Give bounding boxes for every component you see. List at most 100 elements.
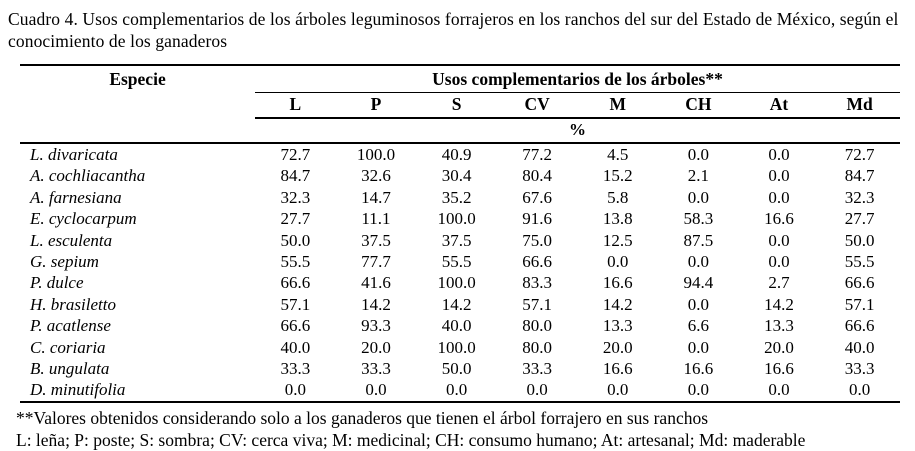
value-cell: 20.0 [764, 337, 794, 357]
value-cell: 66.6 [280, 273, 311, 293]
value-cell: 16.6 [764, 359, 794, 379]
value-cell: 13.3 [602, 316, 633, 336]
value-cell: 33.3 [280, 359, 311, 379]
value-cell: 72.7 [844, 145, 875, 164]
table-header: Especie Usos complementarios de los árbo… [20, 65, 900, 144]
value-cell: 55.5 [844, 252, 875, 272]
table-row: L. esculenta 50.0 37.5 37.5 75.0 12.5 87.5 0.0 5… [20, 230, 900, 251]
column-header-cv: CV [496, 92, 578, 119]
species-name: A. farnesiana [30, 187, 122, 207]
value-cell: 41.6 [361, 273, 391, 293]
table-row: P. acatlense 66.6 93.3 40.0 80.0 13.3 6.6 13.3 6… [20, 315, 900, 336]
value-cell: 83.3 [522, 273, 553, 293]
species-name: B. ungulata [30, 359, 110, 379]
footnote-values-note: **Valores obtenidos considerando solo a … [16, 407, 709, 428]
value-cell: 37.5 [441, 230, 472, 250]
column-header-ch: CH [658, 92, 739, 119]
value-cell: 80.4 [522, 166, 553, 186]
value-cell: 0.0 [687, 145, 710, 164]
value-cell: 16.6 [764, 209, 794, 229]
table-row: G. sepium 55.5 77.7 55.5 66.6 0.0 0.0 0.0 55.5 [20, 251, 900, 272]
column-header-m: M [577, 92, 659, 119]
value-cell: 40.9 [441, 145, 472, 164]
value-cell: 72.7 [280, 145, 311, 164]
value-cell: 50.0 [280, 230, 311, 250]
value-cell: 0.0 [849, 380, 871, 400]
value-cell: 0.0 [768, 230, 790, 250]
value-cell: 93.3 [361, 316, 391, 336]
column-header-p: P [335, 92, 417, 119]
uses-group-header: Usos complementarios de los árboles** [255, 65, 900, 93]
value-cell: 66.6 [844, 273, 875, 293]
table-row: C. coriaria 40.0 20.0 100.0 80.0 20.0 0.0 20.0 4… [20, 337, 900, 358]
value-cell: 14.2 [361, 294, 391, 314]
value-cell: 0.0 [768, 252, 790, 272]
value-cell: 100.0 [437, 273, 476, 293]
value-cell: 14.2 [764, 294, 794, 314]
value-cell: 66.6 [522, 252, 553, 272]
value-cell: 0.0 [687, 252, 710, 272]
value-cell: 94.4 [683, 273, 714, 293]
value-cell: 33.3 [361, 359, 391, 379]
value-cell: 0.0 [687, 294, 710, 314]
table-caption: Cuadro 4. Usos complementarios de los ár… [8, 9, 899, 51]
table-row: A. cochliacantha 84.7 32.6 30.4 80.4 15.2 2.1 0… [20, 165, 900, 186]
value-cell: 77.7 [361, 252, 391, 272]
column-header-md: Md [819, 92, 900, 119]
value-cell: 0.0 [768, 166, 790, 186]
value-cell: 0.0 [284, 380, 306, 400]
column-header-s: S [416, 92, 497, 119]
species-name: G. sepium [30, 252, 99, 272]
value-cell: 14.2 [602, 294, 633, 314]
value-cell: 57.1 [280, 294, 311, 314]
table-row: A. farnesiana 32.3 14.7 35.2 67.6 5.8 0.0 0.0 32… [20, 187, 900, 208]
value-cell: 0.0 [687, 337, 710, 357]
value-cell: 55.5 [441, 252, 472, 272]
value-cell: 0.0 [445, 380, 468, 400]
value-cell: 84.7 [280, 166, 311, 186]
value-cell: 32.3 [280, 187, 311, 207]
species-name: L. esculenta [30, 230, 113, 250]
species-name: L. divaricata [30, 145, 118, 164]
value-cell: 0.0 [607, 252, 629, 272]
table-row: E. cyclocarpum 27.7 11.1 100.0 91.6 13.8 58.3 1… [20, 208, 900, 229]
species-name: H. brasiletto [30, 294, 116, 314]
value-cell: 27.7 [280, 209, 311, 229]
table-row: H. brasiletto 57.1 14.2 14.2 57.1 14.2 0.0 14.2… [20, 294, 900, 315]
value-cell: 5.8 [607, 187, 629, 207]
value-cell: 40.0 [280, 337, 311, 357]
species-name: E. cyclocarpum [30, 209, 137, 229]
species-name: D. minutifolia [30, 380, 126, 400]
species-name: A. cochliacantha [30, 166, 146, 186]
column-header-at: At [738, 92, 820, 119]
table-row: D. minutifolia 0.0 0.0 0.0 0.0 0.0 0.0 0.0 0.0 [20, 379, 900, 401]
value-cell: 32.6 [361, 166, 391, 186]
value-cell: 27.7 [844, 209, 875, 229]
species-column-header: Especie [20, 65, 256, 144]
unit-row: % [20, 118, 900, 144]
value-cell: 33.3 [844, 359, 875, 379]
value-cell: 0.0 [607, 380, 629, 400]
value-cell: 67.6 [522, 187, 553, 207]
species-name: P. dulce [30, 273, 84, 293]
value-cell: 87.5 [683, 230, 714, 250]
value-cell: 75.0 [522, 230, 553, 250]
value-cell: 66.6 [844, 316, 875, 336]
value-cell: 57.1 [844, 294, 875, 314]
value-cell: 37.5 [361, 230, 391, 250]
value-cell: 13.3 [764, 316, 794, 336]
value-cell: 20.0 [602, 337, 633, 357]
value-cell: 77.2 [522, 145, 553, 164]
species-name: C. coriaria [30, 337, 106, 357]
value-cell: 15.2 [602, 166, 633, 186]
value-cell: 100.0 [356, 145, 396, 164]
value-cell: 57.1 [522, 294, 553, 314]
group-header-row: Especie Usos complementarios de los árbo… [20, 65, 900, 144]
value-cell: 11.1 [361, 209, 391, 229]
value-cell: 0.0 [768, 145, 790, 164]
value-cell: 84.7 [844, 166, 875, 186]
value-cell: 20.0 [361, 337, 391, 357]
value-cell: 40.0 [441, 316, 472, 336]
value-cell: 91.6 [522, 209, 553, 229]
